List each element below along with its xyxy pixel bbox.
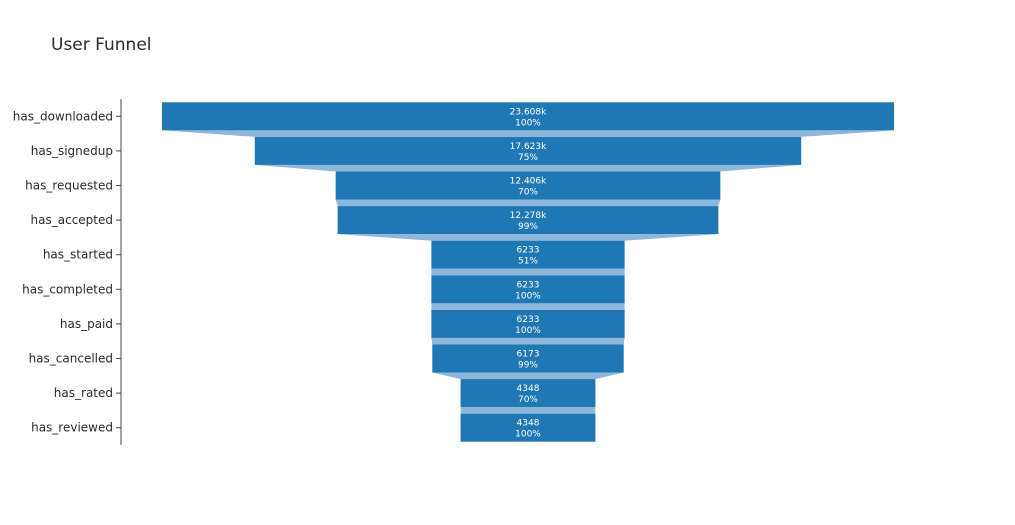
bar-percent-label: 99% bbox=[518, 222, 538, 232]
funnel-bar-has-requested[interactable] bbox=[335, 171, 721, 200]
bar-percent-label: 70% bbox=[518, 188, 538, 198]
funnel-bar-has-rated[interactable] bbox=[460, 379, 596, 408]
y-tick-label: has_reviewed bbox=[31, 421, 113, 435]
bar-value-label: 17.623k bbox=[510, 142, 547, 152]
funnel-bar-has-paid[interactable] bbox=[431, 309, 625, 338]
bar-percent-label: 100% bbox=[515, 118, 541, 128]
y-tick-label: has_downloaded bbox=[13, 109, 113, 123]
y-tick-label: has_completed bbox=[22, 282, 113, 296]
funnel-connector bbox=[460, 407, 596, 414]
funnel-connector bbox=[335, 199, 721, 207]
bar-percent-label: 70% bbox=[518, 395, 538, 405]
y-tick-label: has_started bbox=[43, 248, 113, 262]
y-axis: has_downloaded has_signedup has_requestedh… bbox=[13, 99, 122, 445]
funnel-bar-has-completed[interactable] bbox=[431, 275, 625, 304]
bar-value-label: 12.406k bbox=[510, 177, 547, 187]
bars-layer bbox=[162, 102, 894, 442]
bar-percent-label: 51% bbox=[518, 257, 538, 267]
funnel-connector bbox=[431, 268, 625, 276]
bar-value-label: 6233 bbox=[517, 280, 540, 290]
bar-percent-label: 100% bbox=[515, 326, 541, 336]
funnel-bar-has-started[interactable] bbox=[431, 240, 625, 269]
funnel-bar-has-accepted[interactable] bbox=[337, 206, 719, 235]
bar-value-label: 23.608k bbox=[510, 107, 547, 117]
bar-value-label: 6233 bbox=[517, 315, 540, 325]
bar-percent-label: 100% bbox=[515, 430, 541, 440]
funnel-connector bbox=[432, 372, 624, 380]
y-tick-label: has_signedup bbox=[31, 144, 113, 158]
bar-percent-label: 99% bbox=[518, 361, 538, 371]
funnel-connector bbox=[431, 337, 625, 345]
bar-labels-layer: 23.608k100%17.623k75%12.406k70%12.278k99… bbox=[510, 107, 547, 439]
y-tick-label: has_paid bbox=[60, 317, 113, 331]
funnel-bar-has-cancelled[interactable] bbox=[432, 344, 624, 373]
y-tick-label: has_rated bbox=[54, 386, 113, 400]
bar-percent-label: 75% bbox=[518, 153, 538, 163]
bar-percent-label: 100% bbox=[515, 291, 541, 301]
bar-value-label: 4348 bbox=[517, 419, 540, 429]
funnel-connector bbox=[254, 164, 802, 172]
funnel-connector bbox=[431, 303, 625, 310]
funnel-bar-has-reviewed[interactable] bbox=[460, 413, 596, 442]
y-tick-label: has_cancelled bbox=[29, 352, 113, 366]
funnel-connector bbox=[337, 234, 719, 241]
funnel-connector bbox=[162, 130, 894, 137]
funnel-bar-has-signedup[interactable] bbox=[254, 136, 802, 165]
connectors-layer bbox=[162, 130, 894, 414]
funnel-bar-has-downloaded[interactable] bbox=[162, 102, 894, 131]
bar-value-label: 12.278k bbox=[510, 211, 547, 221]
bar-value-label: 4348 bbox=[517, 384, 540, 394]
bar-value-label: 6233 bbox=[517, 246, 540, 256]
y-tick-label: has_requested bbox=[25, 179, 113, 193]
chart-title: User Funnel bbox=[51, 35, 152, 55]
y-tick-label: has_accepted bbox=[31, 213, 113, 227]
bar-value-label: 6173 bbox=[517, 350, 540, 360]
